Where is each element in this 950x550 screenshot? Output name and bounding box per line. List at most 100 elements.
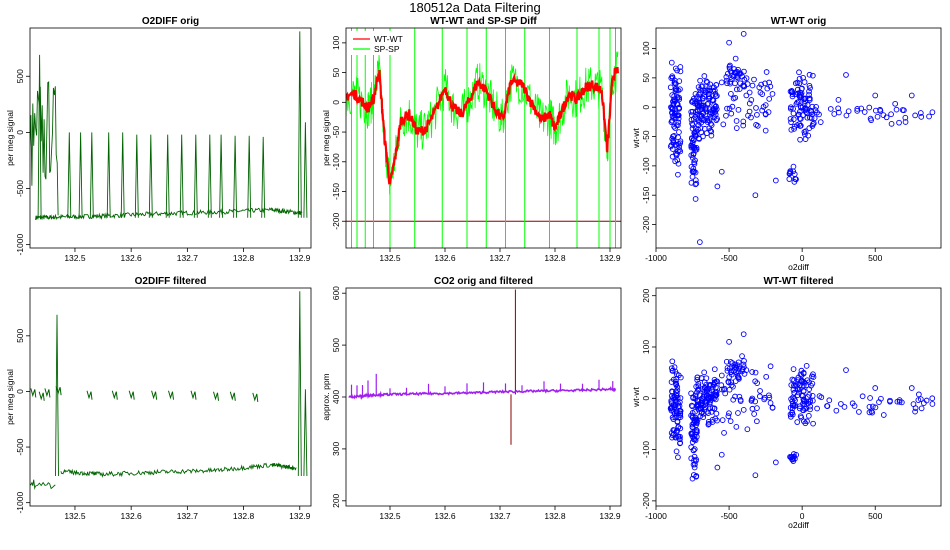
legend-label: SP-SP <box>374 44 400 54</box>
legend-label: WT-WT <box>374 34 403 44</box>
scatter-point <box>676 96 683 103</box>
x-axis-label: o2diff <box>788 262 809 272</box>
scatter-point <box>719 417 726 423</box>
y-tick-label: 400 <box>331 390 341 404</box>
y-tick-label: -500 <box>15 438 25 455</box>
scatter-point <box>669 389 676 395</box>
scatter-point <box>736 365 742 372</box>
o2diff-segment <box>128 390 135 400</box>
panel-title: WT-WT filtered <box>764 276 834 287</box>
scatter-point <box>763 69 770 75</box>
scatter-point <box>711 391 718 397</box>
scatter-point <box>849 400 856 407</box>
o2diff-start-line <box>30 81 59 216</box>
scatter-point <box>758 81 765 88</box>
scatter-point <box>762 80 768 87</box>
scatter-point <box>689 410 696 416</box>
scatter-point <box>887 397 893 404</box>
scatter-point <box>859 393 866 400</box>
scatter-point <box>749 405 756 412</box>
x-tick-label: -1000 <box>645 253 667 263</box>
panel-title: CO2 orig and filtered <box>434 276 533 287</box>
o2diff-segment <box>213 391 219 401</box>
scatter-point <box>696 239 703 245</box>
scatter-point <box>735 106 742 113</box>
scatter-point <box>810 72 816 79</box>
plot-area-p2 <box>346 28 621 248</box>
x-tick-label: -500 <box>721 511 738 521</box>
scatter-point <box>752 472 759 479</box>
scatter-point <box>799 377 805 384</box>
scatter-point <box>843 367 849 373</box>
y-tick-label: -100 <box>641 441 651 458</box>
scatter-point <box>733 424 740 430</box>
x-tick-label: 132.6 <box>121 253 143 263</box>
scatter-point <box>816 393 823 399</box>
scatter-point <box>916 391 922 398</box>
scatter-point <box>676 106 682 112</box>
scatter-point <box>788 382 795 388</box>
scatter-point <box>772 177 779 184</box>
scatter-point <box>724 80 730 87</box>
scatter-point <box>730 95 737 102</box>
x-tick-label: 132.9 <box>289 253 311 263</box>
x-tick-label: 132.6 <box>121 511 143 521</box>
y-tick-label: 0 <box>15 130 25 135</box>
scatter-point <box>693 144 700 151</box>
scatter-point <box>692 196 699 202</box>
scatter-point <box>740 361 747 368</box>
scatter-point <box>669 92 676 98</box>
scatter-point <box>718 382 725 388</box>
scatter-point <box>788 126 795 133</box>
panel-title: WT-WT orig <box>771 16 827 27</box>
scatter-point <box>814 405 820 412</box>
plot-area-p3 <box>667 31 936 245</box>
scatter-point <box>699 95 706 101</box>
scatter-point <box>810 420 816 427</box>
scatter-point <box>748 114 754 121</box>
scatter-point <box>763 373 770 380</box>
scatter-point <box>872 92 879 99</box>
scatter-point <box>718 451 725 458</box>
scatter-point <box>827 106 834 112</box>
scatter-point <box>728 371 735 378</box>
scatter-point <box>708 128 715 135</box>
scatter-point <box>764 85 771 92</box>
scatter-point <box>806 91 812 98</box>
x-tick-label: 132.9 <box>599 253 621 263</box>
scatter-point <box>730 383 736 390</box>
scatter-point <box>794 377 801 383</box>
scatter-point <box>797 413 804 420</box>
scatter-point <box>811 115 818 122</box>
x-tick-label: 132.6 <box>434 511 456 521</box>
scatter-point <box>791 377 797 384</box>
scatter-point <box>677 140 684 147</box>
scatter-point <box>677 395 684 401</box>
scatter-point <box>790 451 797 457</box>
scatter-point <box>790 366 797 372</box>
scatter-point <box>751 411 757 417</box>
scatter-point <box>695 380 702 387</box>
scatter-point <box>800 396 807 403</box>
scatter-point <box>706 395 713 402</box>
scatter-point <box>892 100 899 107</box>
scatter-point <box>817 119 824 125</box>
scatter-point <box>696 136 703 142</box>
scatter-point <box>749 82 756 89</box>
scatter-point <box>899 107 906 113</box>
scatter-point <box>806 82 813 89</box>
scatter-point <box>766 96 773 102</box>
scatter-point <box>740 31 747 37</box>
scatter-point <box>833 407 840 414</box>
scatter-point <box>789 411 796 418</box>
scatter-point <box>872 404 879 411</box>
scatter-point <box>791 126 797 132</box>
y-tick-label: 500 <box>331 338 341 352</box>
scatter-point <box>754 380 760 386</box>
scatter-point <box>668 400 675 407</box>
y-tick-label: 500 <box>15 328 25 342</box>
x-tick-label: 0 <box>800 253 805 263</box>
scatter-point <box>809 123 816 129</box>
scatter-point <box>929 401 936 407</box>
scatter-point <box>697 77 703 84</box>
